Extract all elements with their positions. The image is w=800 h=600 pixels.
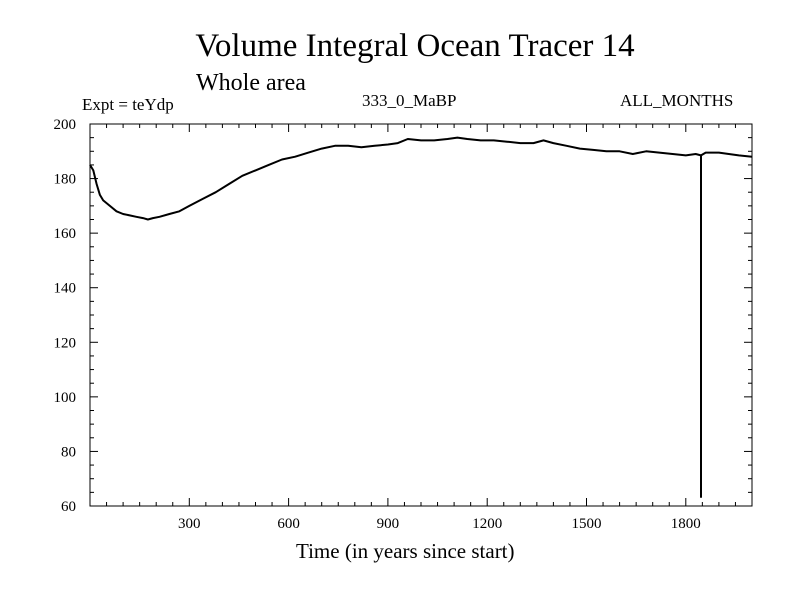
run-label: 333_0_MaBP [362,91,457,110]
chart-title: Volume Integral Ocean Tracer 14 [195,28,635,64]
period-label: ALL_MONTHS [620,91,734,110]
y-tick-label: 160 [54,226,77,242]
y-tick-label: 140 [54,281,77,297]
x-tick-label: 600 [277,516,300,532]
series-line-0 [89,136,753,221]
experiment-label: Expt = teYdp [82,95,174,114]
y-tick-label: 120 [54,335,77,351]
y-tick-label: 60 [61,499,76,515]
x-tick-label: 1200 [472,516,502,532]
tick-labels: 300 600 900 1200 1500 1800 60 80 100 120 140 160 180… [54,117,701,532]
y-tick-label: 200 [54,117,77,133]
plot-frame [89,123,753,507]
x-tick-label: 900 [377,516,400,532]
y-tick-label: 80 [61,444,76,460]
series-lines [89,136,753,498]
axis-ticks [90,123,752,507]
y-tick-label: 100 [54,390,77,406]
x-axis-label: Time (in years since start) [296,539,515,563]
chart-subtitle: Whole area [196,70,306,96]
x-tick-label: 1500 [572,516,602,532]
x-tick-label: 300 [178,516,201,532]
y-tick-label: 180 [54,172,77,188]
x-tick-label: 1800 [671,516,701,532]
